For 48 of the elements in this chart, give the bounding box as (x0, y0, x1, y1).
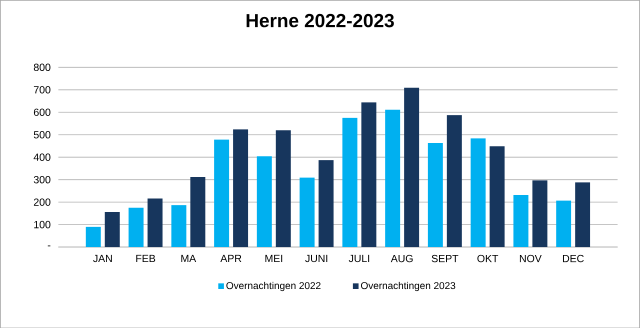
chart-title: Herne 2022-2023 (246, 14, 394, 28)
bar (446, 114, 462, 247)
bar (171, 204, 186, 247)
x-tick-label: JULI (348, 254, 370, 262)
x-tick-label: JAN (93, 254, 112, 262)
x-tick-label: OKT (477, 254, 498, 262)
bar (190, 176, 206, 247)
bar (128, 208, 144, 247)
bar (385, 110, 400, 247)
bar (556, 200, 572, 247)
bar (404, 88, 420, 247)
x-tick-label: AUG (390, 254, 413, 262)
legend-label: Overnachtingen 2022 (226, 282, 321, 291)
bar (300, 177, 315, 247)
bar (470, 138, 486, 247)
bar (214, 139, 230, 247)
y-tick-label: 100 (34, 220, 50, 228)
x-tick-label: JUNI (305, 254, 328, 262)
bar (361, 102, 376, 247)
x-tick-label: MEI (265, 254, 282, 262)
y-tick-label: - (48, 245, 50, 246)
bar (86, 226, 101, 247)
y-tick-label: 800 (34, 63, 50, 71)
bar (276, 130, 291, 247)
bar (342, 118, 358, 247)
y-tick-label: 700 (34, 86, 50, 94)
legend-label: Overnachtingen 2023 (361, 282, 456, 291)
x-tick-label: NOV (520, 254, 542, 262)
bar (532, 180, 548, 247)
bar (428, 142, 443, 247)
x-tick-label: DEC (562, 254, 584, 262)
y-tick-label: 300 (34, 176, 50, 184)
x-tick-label: SEPT (432, 254, 458, 262)
y-tick-label: 200 (34, 198, 50, 206)
x-tick-label: MA (181, 254, 196, 262)
bar (575, 182, 590, 247)
bar (148, 198, 163, 247)
bar (104, 212, 120, 247)
bar (318, 160, 334, 247)
x-tick-label: FEB (136, 254, 156, 262)
bar (513, 194, 528, 247)
bar (233, 129, 248, 247)
bar (256, 156, 272, 247)
bar (490, 146, 505, 247)
y-tick-label: 600 (34, 108, 50, 116)
y-tick-label: 500 (34, 130, 50, 138)
x-tick-label: APR (220, 254, 242, 262)
y-tick-label: 400 (34, 153, 50, 161)
